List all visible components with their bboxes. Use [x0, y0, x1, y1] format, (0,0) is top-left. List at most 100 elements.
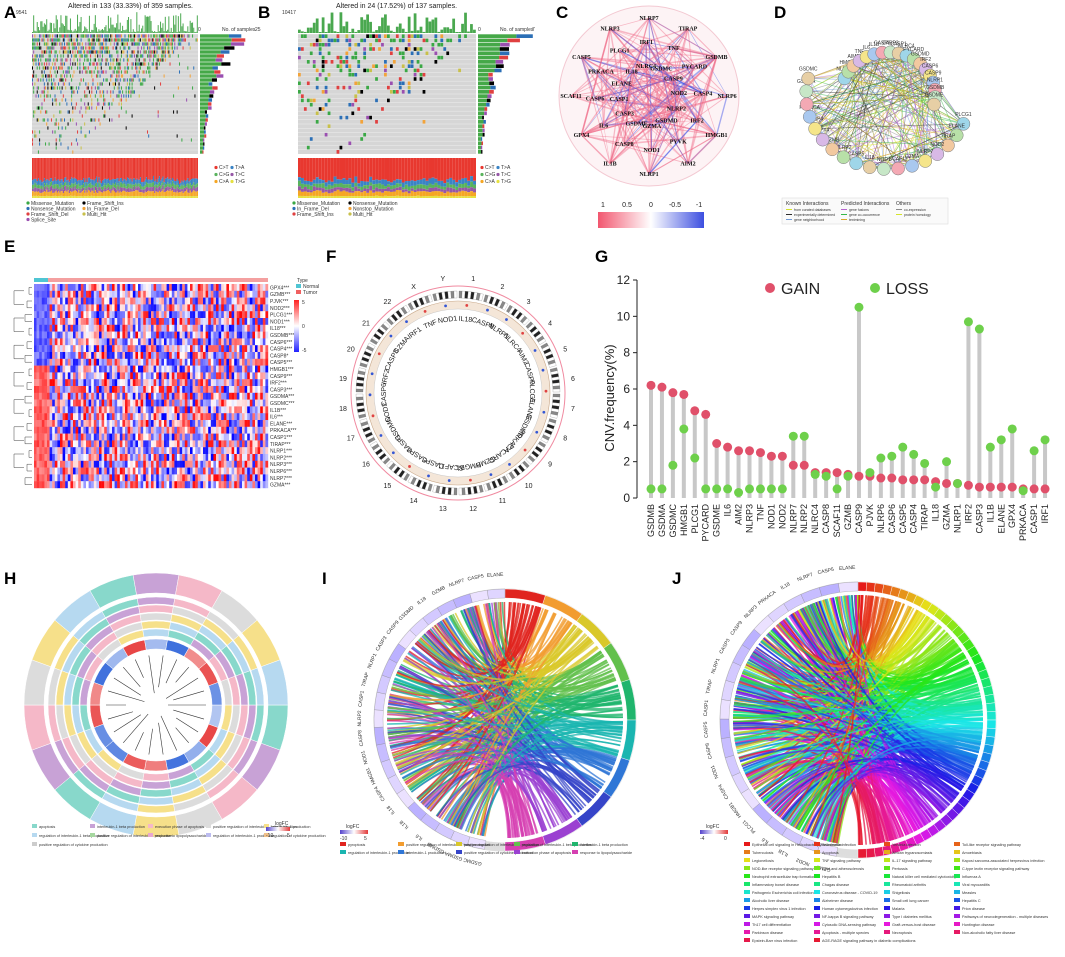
mutation-cell: [381, 42, 384, 47]
titv-segment: [431, 191, 435, 196]
panel-e-type-normal: [34, 278, 48, 282]
heatmap-cell: [62, 345, 66, 353]
heatmap-cell: [99, 372, 102, 380]
heatmap-cell: [57, 297, 61, 305]
heatmap-cell: [104, 290, 107, 298]
heatmap-cell: [236, 284, 240, 291]
protein-node-label: CASP1: [890, 41, 907, 47]
titv-segment: [32, 188, 34, 192]
heatmap-cell: [112, 345, 115, 353]
mutation-cell: [37, 46, 39, 50]
mutation-cell: [318, 42, 322, 47]
titv-segment: [389, 185, 393, 190]
heatmap-cell: [257, 297, 261, 305]
titv-segment: [136, 184, 138, 188]
heatmap-cell: [262, 297, 266, 305]
heatmap-cell: [114, 365, 118, 373]
mutation-cell: [118, 90, 120, 94]
titv-segment: [309, 181, 313, 186]
correlation-edge: [624, 71, 632, 114]
titv-segment: [126, 177, 129, 184]
titv-segment: [77, 180, 79, 185]
heatmap-cell: [99, 284, 102, 291]
mutation-cell: [32, 38, 33, 42]
heatmap-cell: [145, 358, 149, 366]
titv-segment: [98, 186, 100, 191]
titv-segment: [157, 183, 159, 188]
titv-segment: [158, 176, 161, 183]
titv-segment: [194, 178, 196, 186]
titv-segment: [142, 196, 144, 198]
side-bar-other: [496, 64, 504, 68]
mutation-cell: [58, 82, 60, 86]
heatmap-cell: [112, 372, 115, 380]
mutation-cell: [77, 142, 79, 146]
panel-e-dendrogram: [13, 287, 32, 485]
titv-segment: [123, 195, 125, 198]
titv-segment: [327, 184, 331, 190]
heatmap-cell: [132, 297, 136, 305]
titv-segment: [132, 158, 134, 179]
mutation-cell: [87, 58, 89, 62]
mutation-cell: [43, 82, 45, 86]
titv-label: T>G: [235, 179, 245, 185]
titv-segment: [164, 178, 166, 184]
titv-segment: [167, 186, 169, 191]
correlation-edge: [603, 113, 625, 126]
top-bar: [187, 26, 189, 33]
side-bar-missense: [478, 90, 490, 94]
titv-segment: [395, 183, 399, 188]
heatmap-cell: [57, 318, 61, 325]
correlation-edge: [621, 83, 653, 127]
heatmap-cell: [187, 372, 191, 380]
mutation-cell: [148, 50, 150, 54]
mutation-cell: [100, 70, 102, 74]
side-bar-other: [481, 141, 484, 146]
heatmap-cell: [231, 311, 235, 319]
titv-segment: [171, 177, 174, 182]
titv-segment: [401, 182, 405, 188]
heatmap-cell: [184, 338, 188, 346]
correlation-edge: [618, 98, 650, 175]
correlation-edge: [636, 78, 674, 124]
heatmap-cell: [145, 372, 149, 380]
mutation-cell: [56, 86, 58, 90]
heatmap-cell: [75, 324, 79, 332]
mutation-cell: [115, 82, 116, 86]
titv-segment: [173, 195, 175, 198]
protein-node-label: IRF2: [920, 57, 931, 63]
side-bar-other: [483, 120, 486, 124]
titv-segment: [437, 158, 441, 181]
mutation-cell: [190, 138, 192, 142]
mutation-cell: [100, 66, 102, 70]
heatmap-cell: [70, 311, 74, 319]
heatmap-cell: [135, 331, 139, 339]
mutation-cell: [65, 58, 67, 62]
titv-segment: [381, 184, 385, 189]
heatmap-cell: [140, 365, 144, 373]
legend-swatch: [348, 212, 352, 216]
correlation-edge: [624, 68, 662, 114]
side-bar-other: [516, 34, 533, 38]
titv-segment: [395, 179, 399, 184]
heatmap-cell: [44, 297, 48, 305]
mutation-cell: [354, 55, 358, 60]
heatmap-cell: [182, 311, 185, 319]
titv-segment: [155, 191, 157, 196]
mutation-cell: [69, 38, 71, 42]
heatmap-cell: [54, 358, 58, 366]
side-bar-other: [484, 107, 488, 111]
heatmap-cell: [182, 365, 185, 373]
titv-segment: [413, 158, 417, 182]
mutation-cell: [117, 34, 119, 38]
heatmap-cell: [190, 331, 193, 339]
mutation-cell: [96, 50, 98, 54]
mutation-cell: [67, 38, 69, 42]
correlation-edge: [619, 50, 625, 145]
legend-label: In_Frame_Del: [297, 207, 329, 213]
titv-segment: [71, 183, 73, 189]
titv-segment: [428, 187, 432, 193]
titv-segment: [378, 183, 382, 189]
mutation-cell: [91, 50, 93, 54]
titv-segment: [345, 184, 349, 188]
